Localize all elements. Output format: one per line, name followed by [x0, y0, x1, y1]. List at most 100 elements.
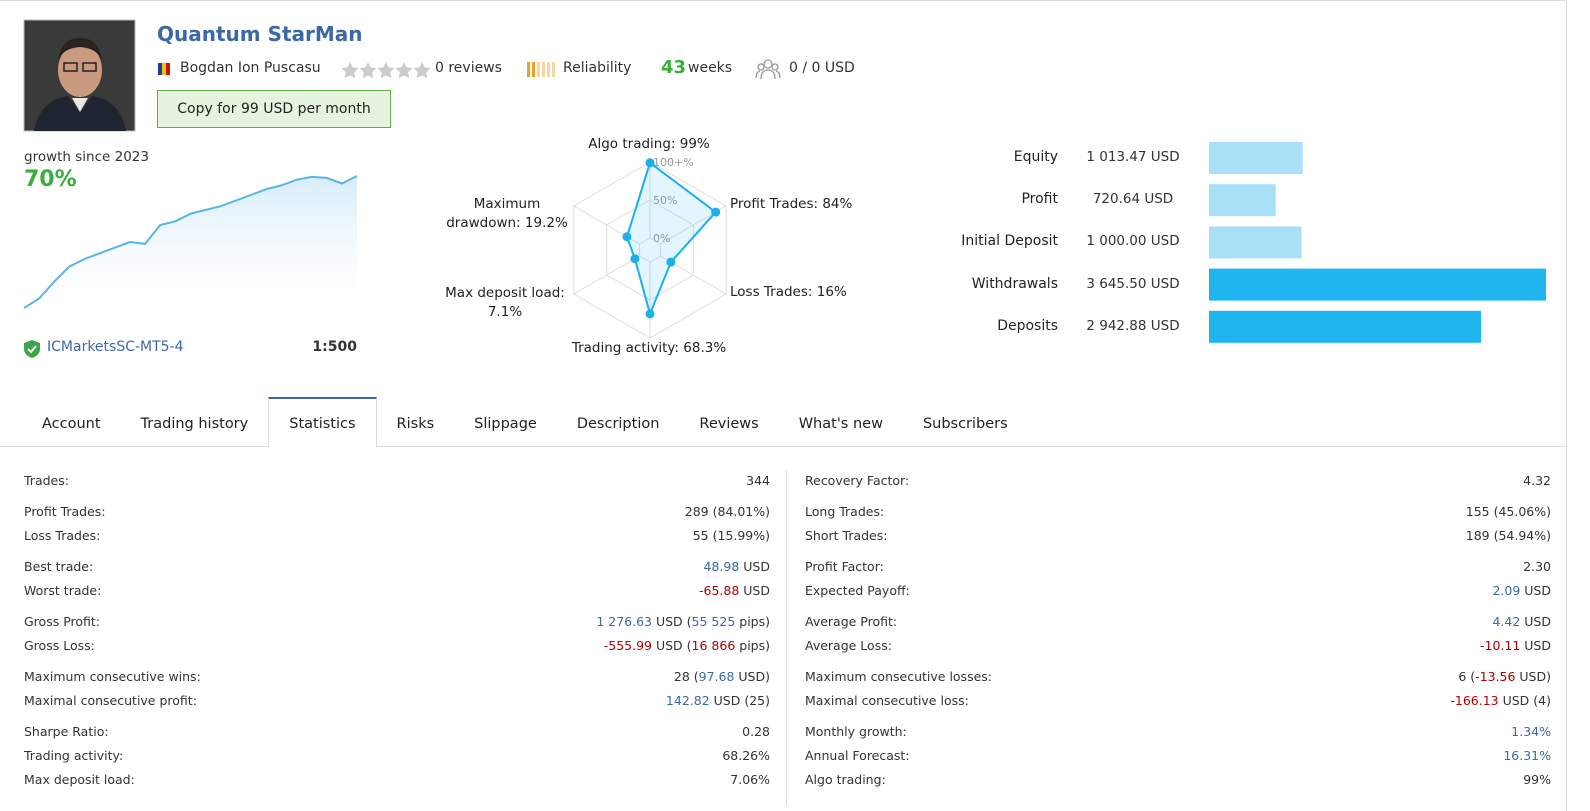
bar [1209, 142, 1303, 174]
tab[interactable]: Trading history [140, 416, 249, 432]
stat-label: Maximal consecutive profit: [24, 693, 197, 708]
tab[interactable]: What's new [798, 416, 883, 432]
stat-value-part: -10.11 [1480, 638, 1521, 653]
stat-row: Monthly growth: 1.34% [805, 721, 1551, 745]
stat-value-part: 189 (54.94%) [1465, 528, 1551, 543]
tab[interactable]: Slippage [474, 416, 537, 432]
stat-row: Algo trading: 99% [805, 769, 1551, 793]
stat-value-part: -166.13 [1450, 693, 1499, 708]
stat-value: 4.32 [1523, 470, 1551, 494]
radar-grid [573, 161, 727, 339]
stat-label: Max deposit load: [24, 772, 135, 787]
stat-group: Long Trades: 155 (45.06%) Short Trades: 189… [805, 501, 1551, 549]
radar-grid [606, 199, 694, 301]
stat-value-part: USD [1520, 638, 1551, 653]
stat-value: 142.82 USD (25) [666, 690, 770, 714]
stat-label: Annual Forecast: [805, 748, 910, 763]
stat-label: Best trade: [24, 559, 94, 574]
stat-row: Gross Loss: -555.99 USD (16 866 pips) [24, 635, 770, 659]
stat-group: Maximum consecutive losses: 6 (-13.56 USD… [805, 666, 1551, 714]
radar-label: Loss Trades: 16% [730, 284, 847, 300]
stat-value: 0.28 [742, 721, 770, 745]
stat-value-part: 6 ( [1458, 669, 1476, 684]
radar-label: Profit Trades: 84% [730, 196, 853, 212]
subscribers: 0 / 0 USD [789, 60, 855, 76]
stat-value-part: 2.30 [1523, 559, 1551, 574]
tabs: Account Trading history Statistics Risks Sli… [22, 397, 1028, 447]
stat-value: 1.34% [1511, 721, 1551, 745]
tab[interactable]: Risks [396, 416, 435, 432]
stat-value-part: 2.09 [1492, 583, 1521, 598]
stat-group: Gross Profit: 1 276.63 USD (55 525 pips) G… [24, 611, 770, 659]
radar-label: Trading activity: 68.3% [571, 340, 727, 356]
stat-value: 4.42 USD [1492, 611, 1551, 635]
stat-value-part: 55 525 [691, 614, 736, 629]
growth-label: growth since 2023 [24, 149, 149, 165]
reviews[interactable]: 0 reviews [435, 60, 502, 76]
stat-label: Short Trades: [805, 528, 888, 543]
stat-row: Long Trades: 155 (45.06%) [805, 501, 1551, 525]
stat-label: Expected Payoff: [805, 583, 910, 598]
bar-label: Initial Deposit [961, 233, 1058, 250]
stat-value-part: pips) [735, 638, 770, 653]
stat-value: -166.13 USD (4) [1450, 690, 1551, 714]
broker[interactable]: ICMarketsSC-MT5-4 [47, 339, 184, 355]
weeks-label: weeks [688, 60, 733, 76]
subscribers-icon [755, 59, 781, 80]
statistics-left: Trades: 344 Profit Trades: 289 (84.01%) Loss… [24, 470, 770, 800]
bar-label: Equity [1013, 149, 1058, 165]
copy-button[interactable]: Copy for 99 USD per month [157, 90, 391, 128]
growth-value: 70% [24, 167, 77, 192]
tab-divider [0, 446, 1567, 447]
stat-value: 16.31% [1503, 745, 1551, 769]
stat-row: Sharpe Ratio: 0.28 [24, 721, 770, 745]
tab[interactable]: Subscribers [922, 416, 1008, 432]
stat-group: Monthly growth: 1.34% Annual Forecast: 16.3… [805, 721, 1551, 793]
stat-value-part: 97.68 [698, 669, 735, 684]
stat-row: Gross Profit: 1 276.63 USD (55 525 pips) [24, 611, 770, 635]
stat-value-part: 99% [1523, 772, 1551, 787]
stat-row: Maximum consecutive wins: 28 (97.68 USD) [24, 666, 770, 690]
radar-point [630, 254, 640, 264]
stat-group: Trades: 344 [24, 470, 770, 494]
growth-line [23, 175, 358, 309]
stat-value: -65.88 USD [699, 580, 770, 604]
author[interactable]: Bogdan Ion Puscasu [180, 60, 321, 76]
stat-row: Maximum consecutive losses: 6 (-13.56 USD… [805, 666, 1551, 690]
stat-group: Recovery Factor: 4.32 [805, 470, 1551, 494]
stat-value: -10.11 USD [1480, 635, 1551, 659]
tab[interactable]: Description [576, 416, 660, 432]
stat-group: Profit Trades: 289 (84.01%) Loss Trades: 55… [24, 501, 770, 549]
bar [1209, 184, 1276, 217]
stat-value-part: 1 276.63 [596, 614, 652, 629]
stat-label: Long Trades: [805, 504, 885, 519]
stat-row: Annual Forecast: 16.31% [805, 745, 1551, 769]
stat-row: Short Trades: 189 (54.94%) [805, 525, 1551, 549]
radar-label: Algo trading: 99% [588, 136, 710, 152]
stat-row: Expected Payoff: 2.09 USD [805, 580, 1551, 604]
stat-label: Recovery Factor: [805, 473, 910, 488]
stat-value-part: 4.42 [1492, 614, 1521, 629]
stat-row: Loss Trades: 55 (15.99%) [24, 525, 770, 549]
radar-label: Max deposit load: 7.1% [445, 285, 565, 320]
stat-label: Monthly growth: [805, 724, 907, 739]
stat-label: Loss Trades: [24, 528, 101, 543]
stat-value: 1 276.63 USD (55 525 pips) [596, 611, 770, 635]
flag-icon [158, 63, 170, 75]
radar-point [645, 158, 655, 168]
stat-value-part: USD [739, 559, 770, 574]
tab[interactable]: Reviews [699, 416, 759, 432]
stat-value-part: USD [1520, 583, 1551, 598]
stat-value: 2.30 [1523, 556, 1551, 580]
tab[interactable]: Account [42, 416, 101, 432]
bar [1209, 310, 1482, 343]
title[interactable]: Quantum StarMan [157, 22, 363, 46]
tab[interactable]: Statistics [268, 397, 377, 447]
avatar [23, 19, 136, 132]
stat-value-part: 48.98 [703, 559, 740, 574]
column-divider [786, 470, 787, 805]
bar-value-label: 3 645.50 USD [1086, 275, 1180, 292]
stat-value-part: 1.34% [1511, 724, 1551, 739]
